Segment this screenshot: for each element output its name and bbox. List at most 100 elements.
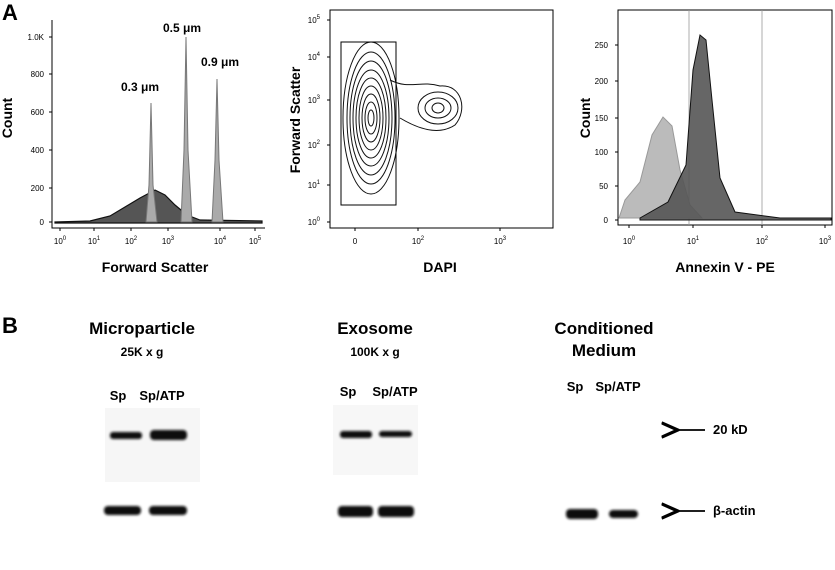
histogram-plot bbox=[51, 20, 265, 229]
tick-base: 10 bbox=[756, 237, 765, 246]
tick-base: 10 bbox=[687, 237, 696, 246]
tick-label: 101 bbox=[88, 236, 101, 246]
tick-exponent: 1 bbox=[317, 180, 321, 186]
contour-plot bbox=[329, 9, 554, 229]
lane-label: Sp bbox=[110, 388, 127, 403]
tick-base: 150 bbox=[595, 114, 609, 123]
histogram-peak bbox=[145, 102, 158, 223]
tick-exponent: 5 bbox=[258, 236, 262, 242]
histogram-peak bbox=[211, 78, 224, 223]
tick-exponent: 2 bbox=[134, 236, 138, 242]
x-axis-label: DAPI bbox=[423, 259, 456, 275]
group-title: Exosome bbox=[337, 319, 413, 338]
tick-label: 0 bbox=[40, 218, 45, 227]
tick-label: 103 bbox=[494, 236, 507, 246]
tick-exponent: 2 bbox=[421, 236, 425, 242]
tick-label: 400 bbox=[31, 146, 45, 155]
tick-base: 10 bbox=[308, 141, 317, 150]
histogram-peak bbox=[180, 36, 193, 223]
tick-exponent: 1 bbox=[696, 236, 700, 242]
tick-label: 105 bbox=[308, 15, 321, 25]
histogram-area bbox=[54, 189, 263, 224]
gate bbox=[340, 41, 397, 206]
tick-label: 50 bbox=[599, 182, 608, 191]
histogram-area bbox=[639, 34, 832, 221]
group-subtitle: 25K x g bbox=[121, 345, 164, 359]
tick-label: 103 bbox=[162, 236, 175, 246]
annotation: 0.3 μm bbox=[121, 80, 159, 94]
tick-base: 250 bbox=[595, 41, 609, 50]
tick-exponent: 5 bbox=[317, 15, 321, 21]
tick-base: 10 bbox=[214, 237, 223, 246]
tick-base: 10 bbox=[88, 237, 97, 246]
axis bbox=[51, 20, 265, 229]
bands bbox=[104, 430, 638, 519]
tick-base: 10 bbox=[308, 53, 317, 62]
tick-base: 10 bbox=[308, 218, 317, 227]
lane-label: Sp/ATP bbox=[139, 388, 185, 403]
tick-base: 400 bbox=[31, 146, 45, 155]
tick-base: 10 bbox=[494, 237, 503, 246]
tick-base: 0 bbox=[604, 216, 609, 225]
tick-label: 103 bbox=[308, 95, 321, 105]
tick-base: 10 bbox=[249, 237, 258, 246]
tick-base: 600 bbox=[31, 108, 45, 117]
tick-label: 0 bbox=[604, 216, 609, 225]
group-title: Medium bbox=[572, 341, 636, 360]
tick-exponent: 3 bbox=[317, 95, 321, 101]
tick-exponent: 0 bbox=[317, 217, 321, 223]
marker-label: β-actin bbox=[713, 503, 756, 518]
tick-label: 100 bbox=[308, 217, 321, 227]
tick-base: 100 bbox=[595, 148, 609, 157]
tick-base: 800 bbox=[31, 70, 45, 79]
marker-label: 20 kD bbox=[713, 422, 748, 437]
tick-base: 10 bbox=[308, 181, 317, 190]
tick-base: 200 bbox=[31, 184, 45, 193]
tick-label: 101 bbox=[308, 180, 321, 190]
tick-label: 0 bbox=[353, 237, 358, 246]
tick-label: 100 bbox=[595, 148, 609, 157]
tick-label: 104 bbox=[214, 236, 227, 246]
tick-label: 104 bbox=[308, 52, 321, 62]
tick-label: 100 bbox=[54, 236, 67, 246]
blot-background bbox=[105, 408, 200, 482]
tick-exponent: 2 bbox=[765, 236, 769, 242]
panel-label: A bbox=[2, 0, 18, 25]
blot-background bbox=[333, 405, 418, 475]
tick-base: 1.0K bbox=[28, 33, 45, 42]
group-title: Microparticle bbox=[89, 319, 195, 338]
tick-base: 200 bbox=[595, 77, 609, 86]
tick-label: 250 bbox=[595, 41, 609, 50]
tick-label: 102 bbox=[125, 236, 138, 246]
tick-label: 102 bbox=[756, 236, 769, 246]
tick-base: 10 bbox=[819, 237, 828, 246]
tick-base: 10 bbox=[125, 237, 134, 246]
tick-exponent: 1 bbox=[97, 236, 101, 242]
annotation: 0.5 μm bbox=[163, 21, 201, 35]
y-axis-label: Forward Scatter bbox=[287, 66, 303, 173]
tick-exponent: 0 bbox=[63, 236, 67, 242]
tick-label: 101 bbox=[687, 236, 700, 246]
y-axis-label: Count bbox=[577, 97, 593, 138]
tick-base: 10 bbox=[412, 237, 421, 246]
x-axis-label: Forward Scatter bbox=[102, 259, 209, 275]
lane-label: Sp bbox=[567, 379, 584, 394]
plot-frame bbox=[329, 9, 554, 229]
tick-label: 200 bbox=[595, 77, 609, 86]
tick-exponent: 2 bbox=[317, 140, 321, 146]
tick-exponent: 0 bbox=[632, 236, 636, 242]
tick-label: 200 bbox=[31, 184, 45, 193]
tick-label: 600 bbox=[31, 108, 45, 117]
tick-exponent: 3 bbox=[828, 236, 832, 242]
tick-exponent: 4 bbox=[317, 52, 321, 58]
tick-label: 1.0K bbox=[28, 33, 45, 42]
tick-exponent: 3 bbox=[171, 236, 175, 242]
lane-label: Sp bbox=[340, 384, 357, 399]
lane-label: Sp/ATP bbox=[372, 384, 418, 399]
tick-base: 0 bbox=[353, 237, 358, 246]
tick-label: 103 bbox=[819, 236, 832, 246]
tick-base: 10 bbox=[54, 237, 63, 246]
lane-label: Sp/ATP bbox=[595, 379, 641, 394]
tick-label: 800 bbox=[31, 70, 45, 79]
